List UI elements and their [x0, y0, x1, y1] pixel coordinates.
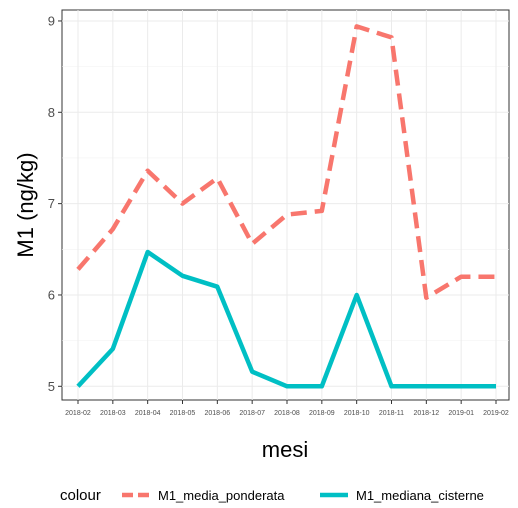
x-tick-label: 2018-07 — [239, 410, 265, 417]
x-tick-label: 2018-02 — [65, 410, 91, 417]
series-layer — [76, 24, 496, 389]
grid — [62, 10, 509, 400]
x-tick-label: 2018-03 — [100, 410, 126, 417]
legend-label: M1_mediana_cisterne — [356, 488, 484, 503]
y-tick-label: 5 — [48, 379, 55, 394]
plot-panel — [61, 9, 510, 401]
x-tick-label: 2019-02 — [483, 410, 509, 417]
x-tick-label: 2018-04 — [135, 410, 161, 417]
x-tick-label: 2018-05 — [170, 410, 196, 417]
x-tick-label: 2018-08 — [274, 410, 300, 417]
legend-title: colour — [60, 487, 101, 504]
series-line-M1_media_ponderata — [76, 24, 496, 300]
legend-label: M1_media_ponderata — [158, 488, 285, 503]
x-axis-title: mesi — [262, 437, 308, 462]
y-tick-label: 9 — [48, 13, 55, 28]
series-line-M1_mediana_cisterne — [76, 249, 496, 389]
x-tick-label: 2018-10 — [344, 410, 370, 417]
x-tick-label: 2018-06 — [204, 410, 230, 417]
x-tick-label: 2018-11 — [379, 410, 404, 417]
y-ticks: 5 6 7 8 9 — [48, 13, 62, 394]
x-ticks: 2018-02 2018-03 2018-04 2018-05 2018-06 2018-… — [65, 400, 509, 417]
x-tick-label: 2019-01 — [448, 410, 474, 417]
y-tick-label: 7 — [48, 196, 55, 211]
legend: colour M1_media_ponderata M1_mediana_cist… — [60, 487, 484, 504]
x-tick-label: 2018-12 — [413, 410, 439, 417]
y-tick-label: 6 — [48, 287, 55, 302]
x-tick-label: 2018-09 — [309, 410, 335, 417]
y-tick-label: 8 — [48, 105, 55, 120]
y-axis-title: M1 (ng/kg) — [13, 152, 38, 257]
